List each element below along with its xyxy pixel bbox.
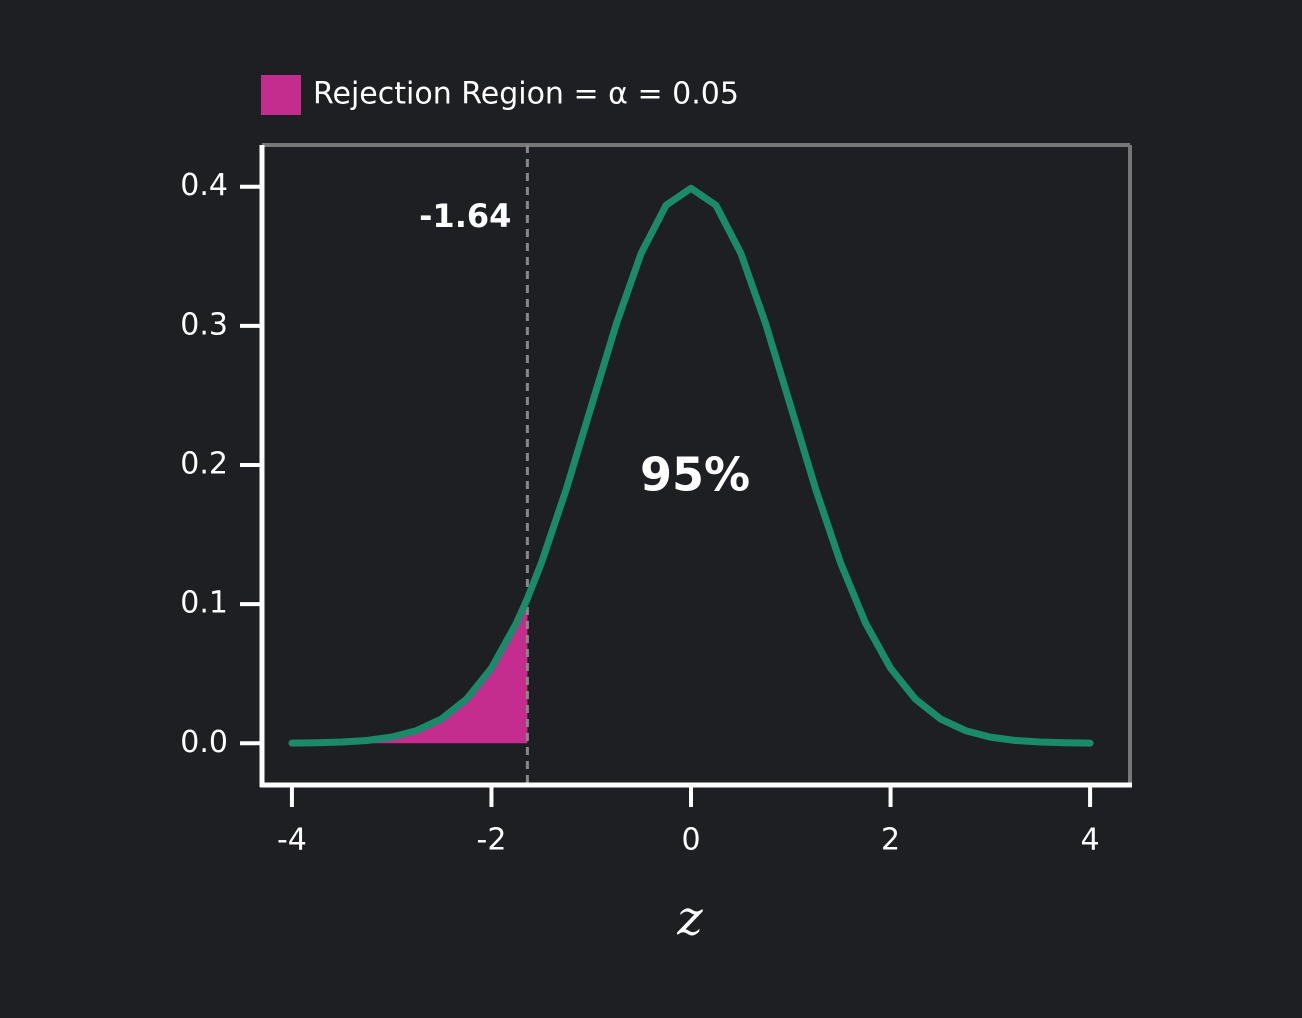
x-tick-label: -4 [277, 823, 307, 858]
legend-swatch [261, 75, 301, 115]
y-tick-label: 0.0 [180, 725, 228, 760]
x-tick-label: 0 [681, 823, 700, 858]
critical-label: -1.64 [419, 197, 511, 235]
y-tick-label: 0.1 [180, 586, 228, 621]
y-tick-label: 0.2 [180, 447, 228, 482]
y-tick-label: 0.3 [180, 307, 228, 342]
density-curve [288, 184, 1094, 747]
x-tick-label: 2 [881, 823, 900, 858]
x-tick-label: -2 [477, 823, 507, 858]
y-tick-label: 0.4 [180, 168, 228, 203]
x-tick-label: 4 [1081, 823, 1100, 858]
rejection-area [291, 598, 528, 744]
x-axis-label: z [676, 891, 703, 947]
legend-label: Rejection Region = α = 0.05 [313, 77, 739, 112]
center-label: 95% [640, 448, 750, 502]
